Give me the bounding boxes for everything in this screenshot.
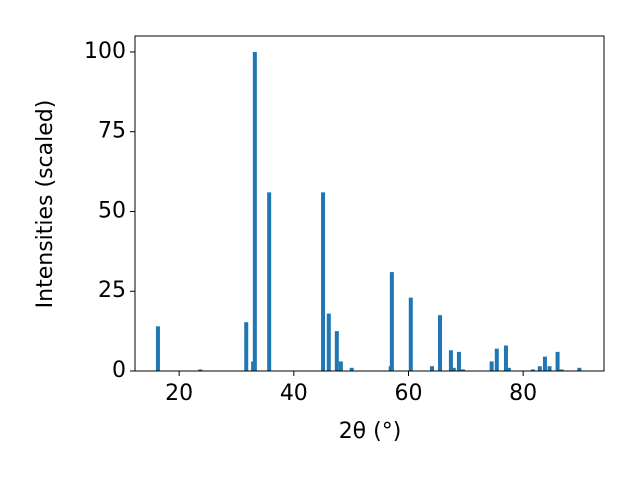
bar [155,326,160,371]
bar [267,192,272,371]
y-tick-label: 25 [98,278,126,303]
bar [448,350,453,371]
bar [456,351,461,371]
bar [252,51,257,371]
bar [321,192,326,371]
bar [555,351,560,371]
bar [334,331,339,371]
y-tick-label: 50 [98,198,126,223]
bar [438,315,443,371]
bar [489,361,494,371]
y-tick-label: 0 [112,358,126,383]
bar [244,322,249,371]
bar [408,297,413,371]
bar [451,367,456,371]
bar [577,367,582,371]
bar [326,313,331,371]
x-tick-label: 20 [165,381,193,406]
y-tick-label: 75 [98,119,126,144]
bar [542,356,547,371]
y-tick-label: 100 [84,39,126,64]
bar [503,345,508,371]
bar [460,369,465,371]
bar [338,361,343,371]
bar [349,367,354,371]
x-axis-label: 2θ (°) [339,419,402,444]
bar [537,366,542,371]
bar [506,367,511,371]
bar [494,348,499,371]
x-tick-label: 80 [509,381,537,406]
bar [389,272,394,371]
plot-frame [134,35,605,372]
y-axis-label: Intensities (scaled) [33,100,58,309]
bar [547,366,552,371]
bar [198,369,203,371]
x-tick-label: 40 [280,381,308,406]
bar [530,369,535,371]
bar [429,366,435,371]
bar [559,369,564,371]
x-tick-label: 60 [394,381,422,406]
